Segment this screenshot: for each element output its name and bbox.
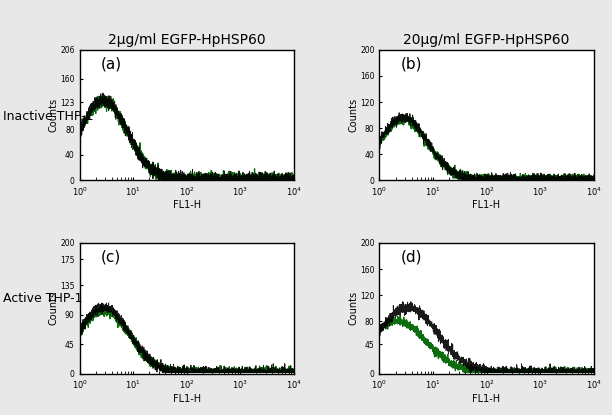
Text: Inactive THP-1: Inactive THP-1	[3, 110, 94, 123]
Text: (a): (a)	[101, 56, 122, 71]
Title: 20μg/ml EGFP-HpHSP60: 20μg/ml EGFP-HpHSP60	[403, 33, 570, 47]
Text: (d): (d)	[401, 249, 422, 264]
Y-axis label: Counts: Counts	[349, 98, 359, 132]
Title: 2μg/ml EGFP-HpHSP60: 2μg/ml EGFP-HpHSP60	[108, 33, 266, 47]
X-axis label: FL1-H: FL1-H	[173, 200, 201, 210]
X-axis label: FL1-H: FL1-H	[472, 200, 501, 210]
Y-axis label: Counts: Counts	[349, 291, 359, 325]
Text: (c): (c)	[101, 249, 121, 264]
X-axis label: FL1-H: FL1-H	[173, 393, 201, 403]
Text: Active THP-1: Active THP-1	[3, 292, 83, 305]
Y-axis label: Counts: Counts	[49, 98, 59, 132]
Text: (b): (b)	[401, 56, 422, 71]
Y-axis label: Counts: Counts	[49, 291, 59, 325]
X-axis label: FL1-H: FL1-H	[472, 393, 501, 403]
